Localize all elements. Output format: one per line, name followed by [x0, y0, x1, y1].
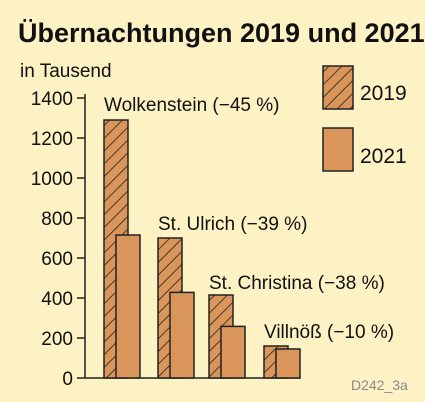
- legend-label-2019: 2019: [360, 82, 407, 105]
- y-tick-label: 600: [41, 249, 73, 270]
- category-label: Wolkenstein (−45 %): [104, 95, 279, 116]
- source-code: D242_3a: [351, 377, 408, 393]
- bar-st-christina-2021: [220, 325, 246, 379]
- y-tick-label: 200: [41, 329, 73, 350]
- category-label: St. Christina (−38 %): [209, 273, 385, 294]
- legend: 2019 2021: [322, 65, 407, 172]
- legend-label-2021: 2021: [360, 145, 407, 168]
- y-tick-label: 1200: [31, 129, 73, 150]
- bar-st-ulrich-2021: [169, 291, 195, 379]
- y-axis: 0 200 400 600 800 1000 1200 1400: [31, 89, 300, 390]
- category-labels: Wolkenstein (−45 %) St. Ulrich (−39 %) St.…: [104, 95, 394, 343]
- category-label: Villnöß (−10 %): [264, 322, 394, 343]
- bar-villn--2021: [275, 348, 301, 379]
- legend-swatch-2019: [322, 65, 354, 110]
- y-tick-label: 400: [41, 289, 73, 310]
- legend-swatch-2021: [322, 127, 354, 172]
- y-tick-label: 0: [62, 369, 73, 390]
- y-tick-label: 1400: [31, 89, 73, 110]
- category-label: St. Ulrich (−39 %): [158, 214, 307, 235]
- chart-title: Übernachtungen 2019 und 2021: [18, 18, 425, 48]
- bar-wolkenstein-2021: [115, 234, 141, 379]
- y-tick-label: 800: [41, 209, 73, 230]
- bars: [103, 119, 301, 379]
- y-tick-label: 1000: [31, 169, 73, 190]
- unit-label: in Tausend: [20, 61, 112, 82]
